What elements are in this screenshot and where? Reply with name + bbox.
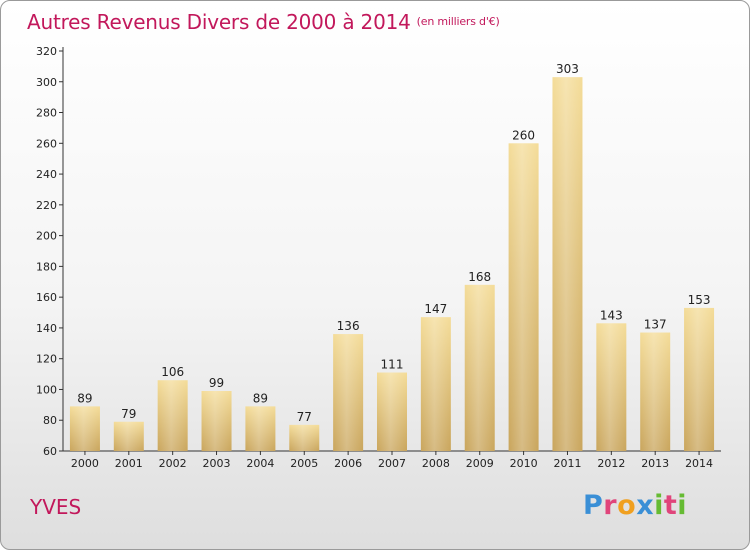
y-tick-label: 280 [36, 107, 57, 120]
proxiti-logo: Proxiti [583, 490, 687, 521]
y-tick-label: 320 [36, 45, 57, 58]
x-tick-label: 2011 [553, 457, 581, 470]
bar-highlight [420, 317, 451, 451]
logo-letter: i [654, 490, 664, 521]
bar-highlight [640, 332, 671, 451]
y-tick-label: 80 [43, 414, 57, 427]
chart-subtitle: (en milliers d'€) [416, 15, 500, 28]
bar-highlight [552, 77, 583, 452]
bar-highlight [69, 406, 100, 451]
data-label: 89 [253, 391, 268, 405]
x-tick-label: 2000 [71, 457, 99, 470]
y-tick-label: 200 [36, 230, 57, 243]
y-tick-label: 180 [36, 260, 57, 273]
y-tick-label: 100 [36, 383, 57, 396]
logo-letter: o [617, 490, 637, 521]
x-tick-label: 2004 [246, 457, 274, 470]
y-tick-label: 240 [36, 168, 57, 181]
x-tick-label: 2010 [510, 457, 538, 470]
data-label: 137 [644, 318, 667, 332]
y-tick-label: 120 [36, 353, 57, 366]
data-label: 136 [337, 319, 360, 333]
y-tick-label: 260 [36, 137, 57, 150]
y-tick-label: 160 [36, 291, 57, 304]
logo-letter: x [636, 490, 655, 521]
bar-highlight [333, 334, 364, 451]
logo-letter: i [677, 490, 688, 521]
x-tick-label: 2003 [203, 457, 231, 470]
y-tick-label: 60 [43, 445, 57, 458]
x-tick-label: 2002 [159, 457, 187, 470]
x-tick-label: 2006 [334, 457, 362, 470]
title-text: Autres Revenus Divers de 2000 à 2014 [27, 10, 411, 34]
y-tick-label: 140 [36, 322, 57, 335]
data-label: 99 [209, 376, 224, 390]
x-tick-label: 2007 [378, 457, 406, 470]
data-label: 106 [161, 365, 184, 379]
data-label: 303 [556, 62, 579, 76]
commune-name: YVES [30, 495, 82, 519]
logo-letter: r [603, 490, 618, 521]
x-tick-label: 2009 [466, 457, 494, 470]
data-label: 77 [297, 410, 312, 424]
data-label: 143 [600, 308, 623, 322]
data-label: 111 [381, 358, 404, 372]
x-tick-label: 2014 [685, 457, 713, 470]
bar-highlight [245, 406, 276, 451]
data-label: 89 [77, 391, 92, 405]
y-tick-label: 300 [36, 76, 57, 89]
logo-letter: t [663, 490, 678, 521]
x-tick-label: 2012 [597, 457, 625, 470]
data-label: 147 [424, 302, 447, 316]
logo-letter: P [583, 490, 604, 521]
bar-highlight [596, 323, 627, 451]
bar-highlight [684, 307, 715, 451]
bar-highlight [464, 284, 495, 451]
x-tick-label: 2001 [115, 457, 143, 470]
bar-highlight [157, 380, 188, 451]
y-tick-label: 220 [36, 199, 57, 212]
bar-highlight [377, 372, 407, 451]
x-tick-label: 2005 [290, 457, 318, 470]
data-label: 260 [512, 128, 535, 142]
bar-highlight [113, 421, 144, 451]
x-tick-label: 2008 [422, 457, 450, 470]
data-label: 168 [468, 270, 491, 284]
data-label: 79 [121, 407, 136, 421]
chart-title: Autres Revenus Divers de 2000 à 2014 (en … [27, 10, 500, 34]
data-label: 153 [688, 293, 711, 307]
x-tick-label: 2013 [641, 457, 669, 470]
bar-highlight [508, 143, 539, 452]
bar-highlight [201, 391, 232, 451]
bar-highlight [289, 424, 320, 451]
